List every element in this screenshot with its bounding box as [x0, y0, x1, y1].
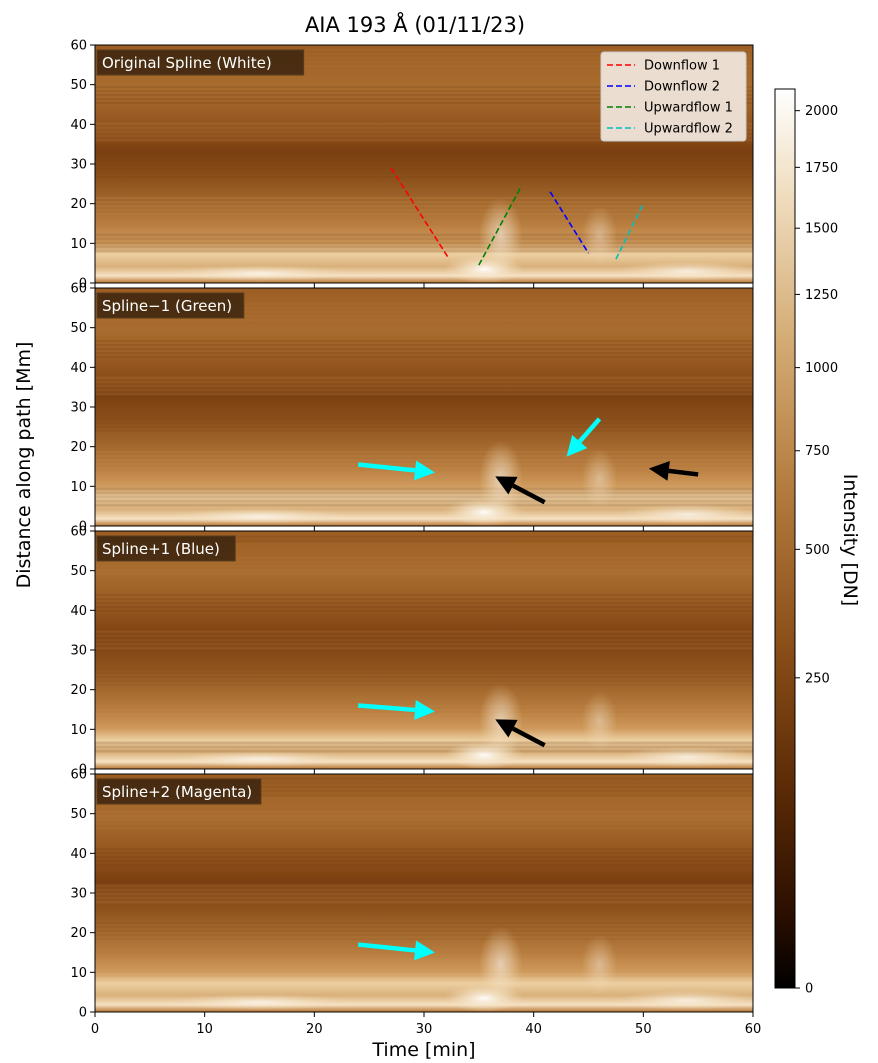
- y-tick-label: 60: [70, 525, 87, 540]
- colorbar-tick-label: 750: [805, 444, 830, 459]
- legend-entry: Downflow 1: [644, 59, 720, 74]
- y-tick-label: 50: [70, 78, 87, 93]
- y-axis-label: Distance along path [Mm]: [13, 342, 35, 589]
- y-tick-label: 20: [70, 197, 87, 212]
- panel-label: Spline−1 (Green): [102, 297, 232, 315]
- panel-label-box: [96, 778, 262, 805]
- y-tick-label: 20: [70, 926, 87, 941]
- x-axis-label: Time [min]: [371, 1039, 475, 1061]
- colorbar-tick-label: 1000: [805, 361, 838, 376]
- legend-entry: Upwardflow 2: [644, 122, 733, 137]
- y-tick-label: 50: [70, 321, 87, 336]
- x-tick-label: 60: [745, 1022, 762, 1037]
- legend: Downflow 1 Downflow 2 Upwardflow 1 Upwardfl…: [600, 51, 747, 142]
- y-tick-label: 30: [70, 644, 87, 659]
- legend-box: [600, 51, 747, 142]
- y-tick-label: 10: [70, 237, 87, 252]
- y-tick-label: 50: [70, 807, 87, 822]
- y-tick-label: 10: [70, 480, 87, 495]
- y-tick-label: 60: [70, 768, 87, 783]
- panel-label: Spline+2 (Magenta): [102, 783, 252, 801]
- colorbar: 0 250 500 750 1000 1250 1500 1750 2000 Intensity …: [774, 88, 861, 997]
- colorbar-tick-label: 1750: [805, 161, 838, 176]
- y-tick-label: 50: [70, 564, 87, 579]
- arrow-annotation: [495, 476, 546, 505]
- x-tick-label: 20: [306, 1022, 323, 1037]
- colorbar-tick-label: 250: [805, 671, 830, 686]
- colorbar-tick-label: 1250: [805, 288, 838, 303]
- x-tick-label: 10: [196, 1022, 213, 1037]
- legend-entry: Upwardflow 1: [644, 101, 733, 116]
- y-tick-label: 60: [70, 282, 87, 297]
- arrow-annotation: [357, 460, 435, 481]
- x-tick-label: 50: [635, 1022, 652, 1037]
- arrow-annotation: [566, 417, 602, 457]
- arrow-annotation: [648, 460, 699, 481]
- colorbar-tick-label: 500: [805, 543, 830, 558]
- y-tick-label: 10: [70, 723, 87, 738]
- panel-label-box: [96, 49, 305, 76]
- panel-3: 0 10 20 30 40 50 60 Spline+1 (Blue): [70, 525, 754, 778]
- series-line-downflow-1: [390, 167, 450, 260]
- panel-label: Spline+1 (Blue): [102, 540, 220, 558]
- heatmap-image: [95, 531, 753, 769]
- series-line-downflow-2: [549, 191, 590, 254]
- y-tick-label: 0: [79, 520, 87, 535]
- y-tick-label: 0: [79, 1006, 87, 1021]
- arrow-annotation: [357, 940, 435, 961]
- panels: 0 10 20 30 40 50 60 Original Spline (White) Down…: [70, 39, 761, 1038]
- panel-label: Original Spline (White): [102, 54, 272, 72]
- colorbar-label: Intensity [DN]: [839, 474, 861, 606]
- x-tick-label: 30: [416, 1022, 433, 1037]
- y-tick-label: 30: [70, 158, 87, 173]
- y-tick-label: 20: [70, 440, 87, 455]
- panel-4: 0 10 20 30 40 50 60 0 10 20 30 40 50 60 Spline+2 (Mage…: [70, 768, 761, 1038]
- heatmap-image: [95, 774, 753, 1012]
- legend-entry: Downflow 2: [644, 80, 720, 95]
- figure-title: AIA 193 Å (01/11/23): [305, 11, 525, 37]
- y-tick-label: 40: [70, 118, 87, 133]
- y-tick-label: 40: [70, 361, 87, 376]
- colorbar-tick-label: 2000: [805, 104, 838, 119]
- x-tick-label: 0: [91, 1022, 99, 1037]
- y-tick-label: 30: [70, 401, 87, 416]
- y-tick-label: 20: [70, 683, 87, 698]
- colorbar-gradient: [774, 88, 796, 989]
- arrow-annotation: [495, 719, 546, 748]
- colorbar-tick-label: 1500: [805, 222, 838, 237]
- heatmap-image: [95, 288, 753, 526]
- series-line-upwardflow-2: [615, 203, 645, 260]
- y-tick-label: 60: [70, 39, 87, 54]
- y-tick-label: 30: [70, 887, 87, 902]
- panel-2: 0 10 20 30 40 50 60 Spline−1 (Green): [70, 282, 754, 535]
- panel-1: 0 10 20 30 40 50 60 Original Spline (White) Down…: [70, 39, 754, 292]
- y-tick-label: 40: [70, 604, 87, 619]
- y-tick-label: 0: [79, 763, 87, 778]
- series-line-upwardflow-1: [478, 187, 522, 266]
- colorbar-tick-label: 0: [805, 982, 813, 997]
- arrow-annotation: [358, 699, 435, 720]
- panel-label-box: [96, 292, 245, 319]
- y-tick-label: 40: [70, 847, 87, 862]
- x-tick-label: 40: [525, 1022, 542, 1037]
- y-tick-label: 10: [70, 966, 87, 981]
- panel-label-box: [96, 535, 236, 562]
- y-tick-label: 0: [79, 277, 87, 292]
